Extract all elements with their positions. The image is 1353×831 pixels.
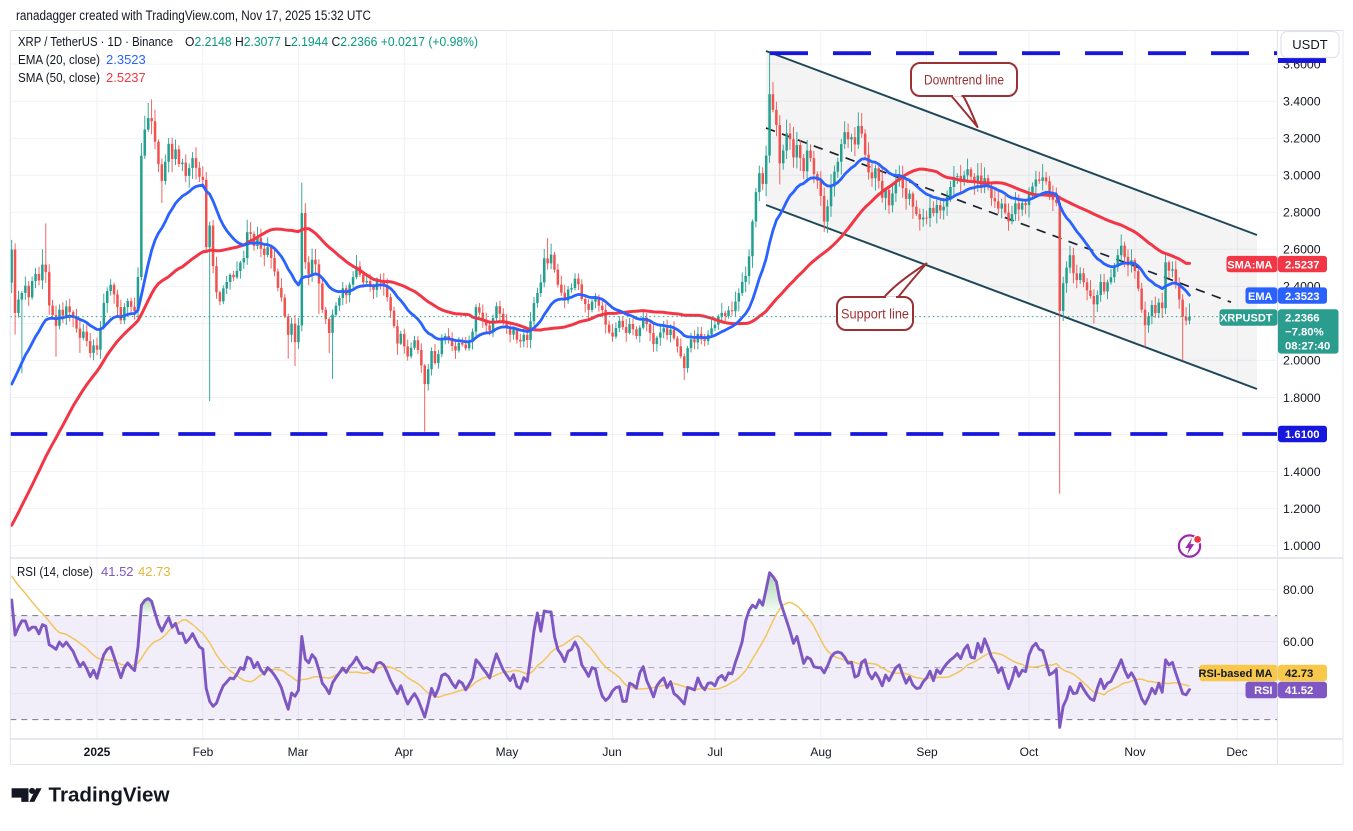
svg-text:1.4000: 1.4000 xyxy=(1283,465,1321,479)
svg-text:−7.80%: −7.80% xyxy=(1285,327,1324,339)
svg-text:42.73: 42.73 xyxy=(138,564,171,579)
svg-text:SMA:MA: SMA:MA xyxy=(1227,259,1272,271)
svg-text:1.6100: 1.6100 xyxy=(1285,429,1320,441)
svg-text:Aug: Aug xyxy=(810,745,831,759)
svg-text:3.4000: 3.4000 xyxy=(1283,95,1321,109)
svg-text:1.0000: 1.0000 xyxy=(1283,539,1321,553)
svg-text:41.52: 41.52 xyxy=(1285,685,1313,697)
svg-text:3.2000: 3.2000 xyxy=(1283,132,1321,146)
svg-text:Oct: Oct xyxy=(1020,745,1039,759)
svg-text:RSI-based MA: RSI-based MA xyxy=(1199,668,1273,680)
svg-text:EMA: EMA xyxy=(1248,291,1273,303)
svg-text:80.00: 80.00 xyxy=(1283,583,1314,597)
svg-text:60.00: 60.00 xyxy=(1283,635,1314,649)
svg-text:2.5237: 2.5237 xyxy=(1285,259,1320,271)
svg-text:Dec: Dec xyxy=(1226,745,1247,759)
svg-text:08:27:40: 08:27:40 xyxy=(1285,341,1330,353)
svg-text:2.5237: 2.5237 xyxy=(106,70,146,85)
svg-text:USDT: USDT xyxy=(1292,37,1327,52)
svg-text:Jun: Jun xyxy=(602,745,621,759)
svg-text:Nov: Nov xyxy=(1124,745,1145,759)
svg-text:2.6000: 2.6000 xyxy=(1283,243,1321,257)
svg-text:Support line: Support line xyxy=(841,307,909,322)
svg-text:EMA (20, close): EMA (20, close) xyxy=(18,52,100,67)
svg-text:Mar: Mar xyxy=(288,745,309,759)
svg-text:Apr: Apr xyxy=(395,745,414,759)
svg-text:3.0000: 3.0000 xyxy=(1283,169,1321,183)
svg-text:2.3523: 2.3523 xyxy=(1285,291,1320,303)
svg-text:2.0000: 2.0000 xyxy=(1283,354,1321,368)
svg-text:RSI (14, close): RSI (14, close) xyxy=(17,564,93,579)
svg-text:2.3523: 2.3523 xyxy=(106,52,146,67)
svg-text:41.52: 41.52 xyxy=(101,564,134,579)
svg-text:May: May xyxy=(496,745,519,759)
svg-text:XRPUSDT: XRPUSDT xyxy=(1220,313,1273,325)
svg-text:Sep: Sep xyxy=(916,745,938,759)
svg-text:ranadagger created with Tradin: ranadagger created with TradingView.com,… xyxy=(16,8,371,23)
svg-text:Downtrend line: Downtrend line xyxy=(924,73,1004,88)
svg-text:Feb: Feb xyxy=(193,745,214,759)
svg-text:XRP / TetherUS · 1D · Binance: XRP / TetherUS · 1D · Binance xyxy=(18,34,173,49)
svg-text:42.73: 42.73 xyxy=(1285,668,1313,680)
svg-text:Jul: Jul xyxy=(707,745,722,759)
svg-text:1.8000: 1.8000 xyxy=(1283,391,1321,405)
svg-text:2025: 2025 xyxy=(84,745,111,759)
svg-text:RSI: RSI xyxy=(1254,685,1272,697)
svg-text:O2.2148 H2.3077 L2.1944 C2.236: O2.2148 H2.3077 L2.1944 C2.2366 +0.0217 … xyxy=(185,34,478,49)
svg-text:TradingView: TradingView xyxy=(49,785,170,807)
svg-text:2.8000: 2.8000 xyxy=(1283,206,1321,220)
svg-text:1.2000: 1.2000 xyxy=(1283,502,1321,516)
svg-text:SMA (50, close): SMA (50, close) xyxy=(18,70,100,85)
svg-text:2.2366: 2.2366 xyxy=(1285,313,1320,325)
